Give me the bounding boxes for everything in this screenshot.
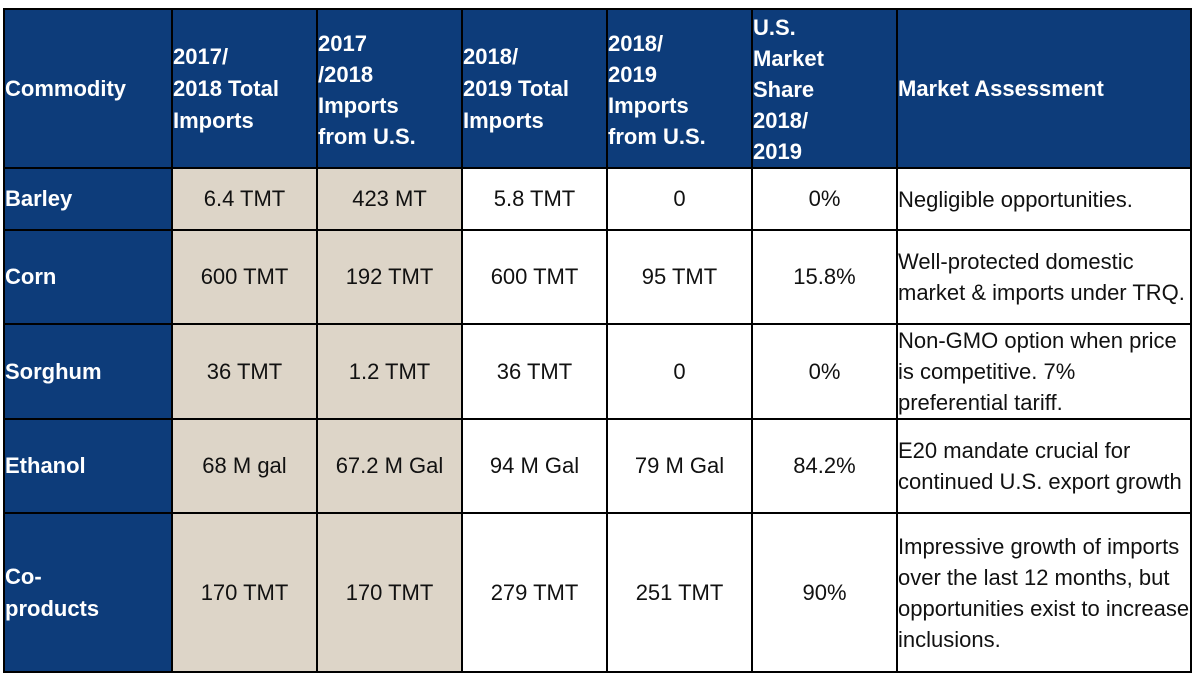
total-imports-2018-2019-cell: 36 TMT <box>461 323 608 420</box>
total-imports-2018-2019-cell: 600 TMT <box>461 229 608 325</box>
market-assessment-cell: Negligible opportunities. <box>896 167 1192 231</box>
total-imports-2018-2019-cell: 94 M Gal <box>461 418 608 514</box>
table-row: Ethanol 68 M gal 67.2 M Gal 94 M Gal 79 … <box>3 418 1192 514</box>
header-total-imports-2018-2019: 2018/ 2019 Total Imports <box>461 8 608 169</box>
market-assessment-cell: Impressive growth of imports over the la… <box>896 512 1192 673</box>
total-imports-2017-2018-cell: 68 M gal <box>171 418 318 514</box>
total-imports-2018-2019-cell: 5.8 TMT <box>461 167 608 231</box>
us-imports-2017-2018-cell: 423 MT <box>316 167 463 231</box>
commodity-cell: Co- products <box>3 512 173 673</box>
table-row: Corn 600 TMT 192 TMT 600 TMT 95 TMT 15.8… <box>3 229 1192 325</box>
total-imports-2017-2018-cell: 6.4 TMT <box>171 167 318 231</box>
us-imports-2018-2019-cell: 79 M Gal <box>606 418 753 514</box>
table-row: Barley 6.4 TMT 423 MT 5.8 TMT 0 0% Negli… <box>3 167 1192 231</box>
header-us-market-share: U.S. Market Share 2018/ 2019 <box>751 8 898 169</box>
us-market-share-cell: 0% <box>751 323 898 420</box>
us-imports-2017-2018-cell: 170 TMT <box>316 512 463 673</box>
commodity-cell: Sorghum <box>3 323 173 420</box>
us-imports-2017-2018-cell: 67.2 M Gal <box>316 418 463 514</box>
us-imports-2018-2019-cell: 0 <box>606 323 753 420</box>
market-assessment-cell: E20 mandate crucial for continued U.S. e… <box>896 418 1192 514</box>
header-market-assessment: Market Assessment <box>896 8 1192 169</box>
commodity-cell: Ethanol <box>3 418 173 514</box>
us-market-share-cell: 84.2% <box>751 418 898 514</box>
total-imports-2017-2018-cell: 170 TMT <box>171 512 318 673</box>
table-row: Sorghum 36 TMT 1.2 TMT 36 TMT 0 0% Non-G… <box>3 323 1192 420</box>
table-row: Co- products 170 TMT 170 TMT 279 TMT 251… <box>3 512 1192 673</box>
commodity-cell: Barley <box>3 167 173 231</box>
total-imports-2018-2019-cell: 279 TMT <box>461 512 608 673</box>
header-us-imports-2017-2018: 2017 /2018 Imports from U.S. <box>316 8 463 169</box>
total-imports-2017-2018-cell: 36 TMT <box>171 323 318 420</box>
us-market-share-cell: 90% <box>751 512 898 673</box>
us-market-share-cell: 15.8% <box>751 229 898 325</box>
market-assessment-cell: Well-protected domestic market & imports… <box>896 229 1192 325</box>
us-imports-2018-2019-cell: 0 <box>606 167 753 231</box>
total-imports-2017-2018-cell: 600 TMT <box>171 229 318 325</box>
market-assessment-cell: Non-GMO option when price is competitive… <box>896 323 1192 420</box>
us-imports-2017-2018-cell: 1.2 TMT <box>316 323 463 420</box>
us-imports-2018-2019-cell: 251 TMT <box>606 512 753 673</box>
us-imports-2018-2019-cell: 95 TMT <box>606 229 753 325</box>
header-us-imports-2018-2019: 2018/ 2019 Imports from U.S. <box>606 8 753 169</box>
header-total-imports-2017-2018: 2017/ 2018 Total Imports <box>171 8 318 169</box>
market-assessment-table: Commodity 2017/ 2018 Total Imports 2017 … <box>3 8 1192 673</box>
us-imports-2017-2018-cell: 192 TMT <box>316 229 463 325</box>
us-market-share-cell: 0% <box>751 167 898 231</box>
header-row: Commodity 2017/ 2018 Total Imports 2017 … <box>3 8 1192 169</box>
header-commodity: Commodity <box>3 8 173 169</box>
commodity-cell: Corn <box>3 229 173 325</box>
